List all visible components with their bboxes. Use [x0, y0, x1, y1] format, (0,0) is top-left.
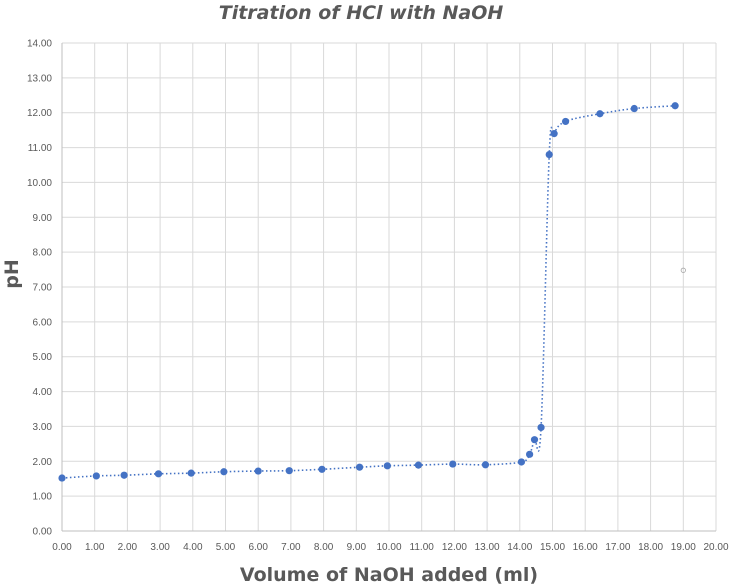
data-point [318, 465, 326, 473]
data-point [58, 474, 66, 482]
data-point [220, 468, 228, 476]
x-tick-label: 10.00 [376, 542, 401, 553]
grid-lines [61, 42, 717, 532]
axes [61, 43, 716, 532]
data-point [671, 102, 679, 110]
data-point [355, 463, 364, 471]
x-tick-label: 7.00 [281, 542, 301, 553]
data-point [120, 471, 128, 479]
data-point [561, 117, 570, 126]
data-point [526, 450, 534, 458]
x-tick-label: 3.00 [150, 542, 170, 553]
hollow-data-point [680, 267, 686, 273]
y-tick-label: 5.00 [33, 352, 53, 363]
x-tick-label: 12.00 [442, 542, 467, 553]
x-tick-label: 19.00 [671, 542, 696, 553]
data-points [58, 102, 686, 482]
x-tick-label: 16.00 [573, 542, 598, 553]
y-tick-label: 4.00 [33, 387, 53, 398]
data-point [414, 461, 423, 469]
x-tick-label: 6.00 [248, 542, 268, 553]
tick-labels: 0.00 1.00 2.00 3.00 4.00 5.00 6.00 7.00 8.00 9.00… [27, 39, 729, 554]
y-tick-label: 12.00 [27, 108, 52, 119]
x-tick-label: 2.00 [118, 542, 138, 553]
data-point [449, 460, 457, 468]
chart-title: Titration of HCl with NaOH [219, 2, 504, 24]
x-tick-label: 15.00 [540, 542, 565, 553]
y-tick-label: 9.00 [33, 213, 53, 224]
y-axis-label: pH [1, 259, 23, 289]
data-point [630, 104, 638, 113]
data-point [517, 458, 526, 466]
x-tick-label: 4.00 [183, 542, 203, 553]
data-point [530, 436, 539, 444]
y-tick-label: 14.00 [27, 39, 52, 50]
x-tick-label: 20.00 [703, 542, 728, 553]
data-point [481, 461, 490, 469]
data-point [537, 423, 545, 432]
x-tick-label: 5.00 [216, 542, 236, 553]
y-tick-label: 2.00 [33, 457, 53, 468]
x-tick-label: 8.00 [314, 542, 334, 553]
y-tick-label: 11.00 [28, 143, 53, 154]
data-point [187, 469, 195, 477]
data-point [545, 150, 553, 159]
y-tick-label: 0.00 [33, 527, 53, 538]
y-tick-label: 10.00 [27, 178, 52, 189]
data-point [92, 472, 100, 480]
data-point [285, 467, 293, 475]
y-tick-label: 13.00 [27, 73, 52, 84]
x-tick-label: 1.00 [85, 542, 105, 553]
y-tick-label: 8.00 [33, 248, 53, 259]
y-tick-label: 7.00 [33, 283, 53, 294]
y-tick-label: 6.00 [33, 317, 53, 328]
x-tick-label: 17.00 [605, 542, 630, 553]
data-point [254, 467, 262, 475]
y-tick-label: 1.00 [33, 492, 53, 503]
y-tick-label: 3.00 [33, 422, 53, 433]
x-tick-label: 18.00 [638, 542, 663, 553]
data-point [383, 462, 391, 470]
data-point [154, 470, 163, 478]
x-tick-label: 14.00 [507, 542, 532, 553]
x-tick-label: 13.00 [475, 542, 500, 553]
x-axis-label: Volume of NaOH added (ml) [240, 564, 538, 586]
data-point [596, 110, 604, 118]
x-tick-label: 0.00 [52, 542, 72, 553]
x-tick-label: 11.00 [410, 542, 435, 553]
data-point [550, 130, 558, 138]
x-tick-label: 9.00 [347, 542, 367, 553]
